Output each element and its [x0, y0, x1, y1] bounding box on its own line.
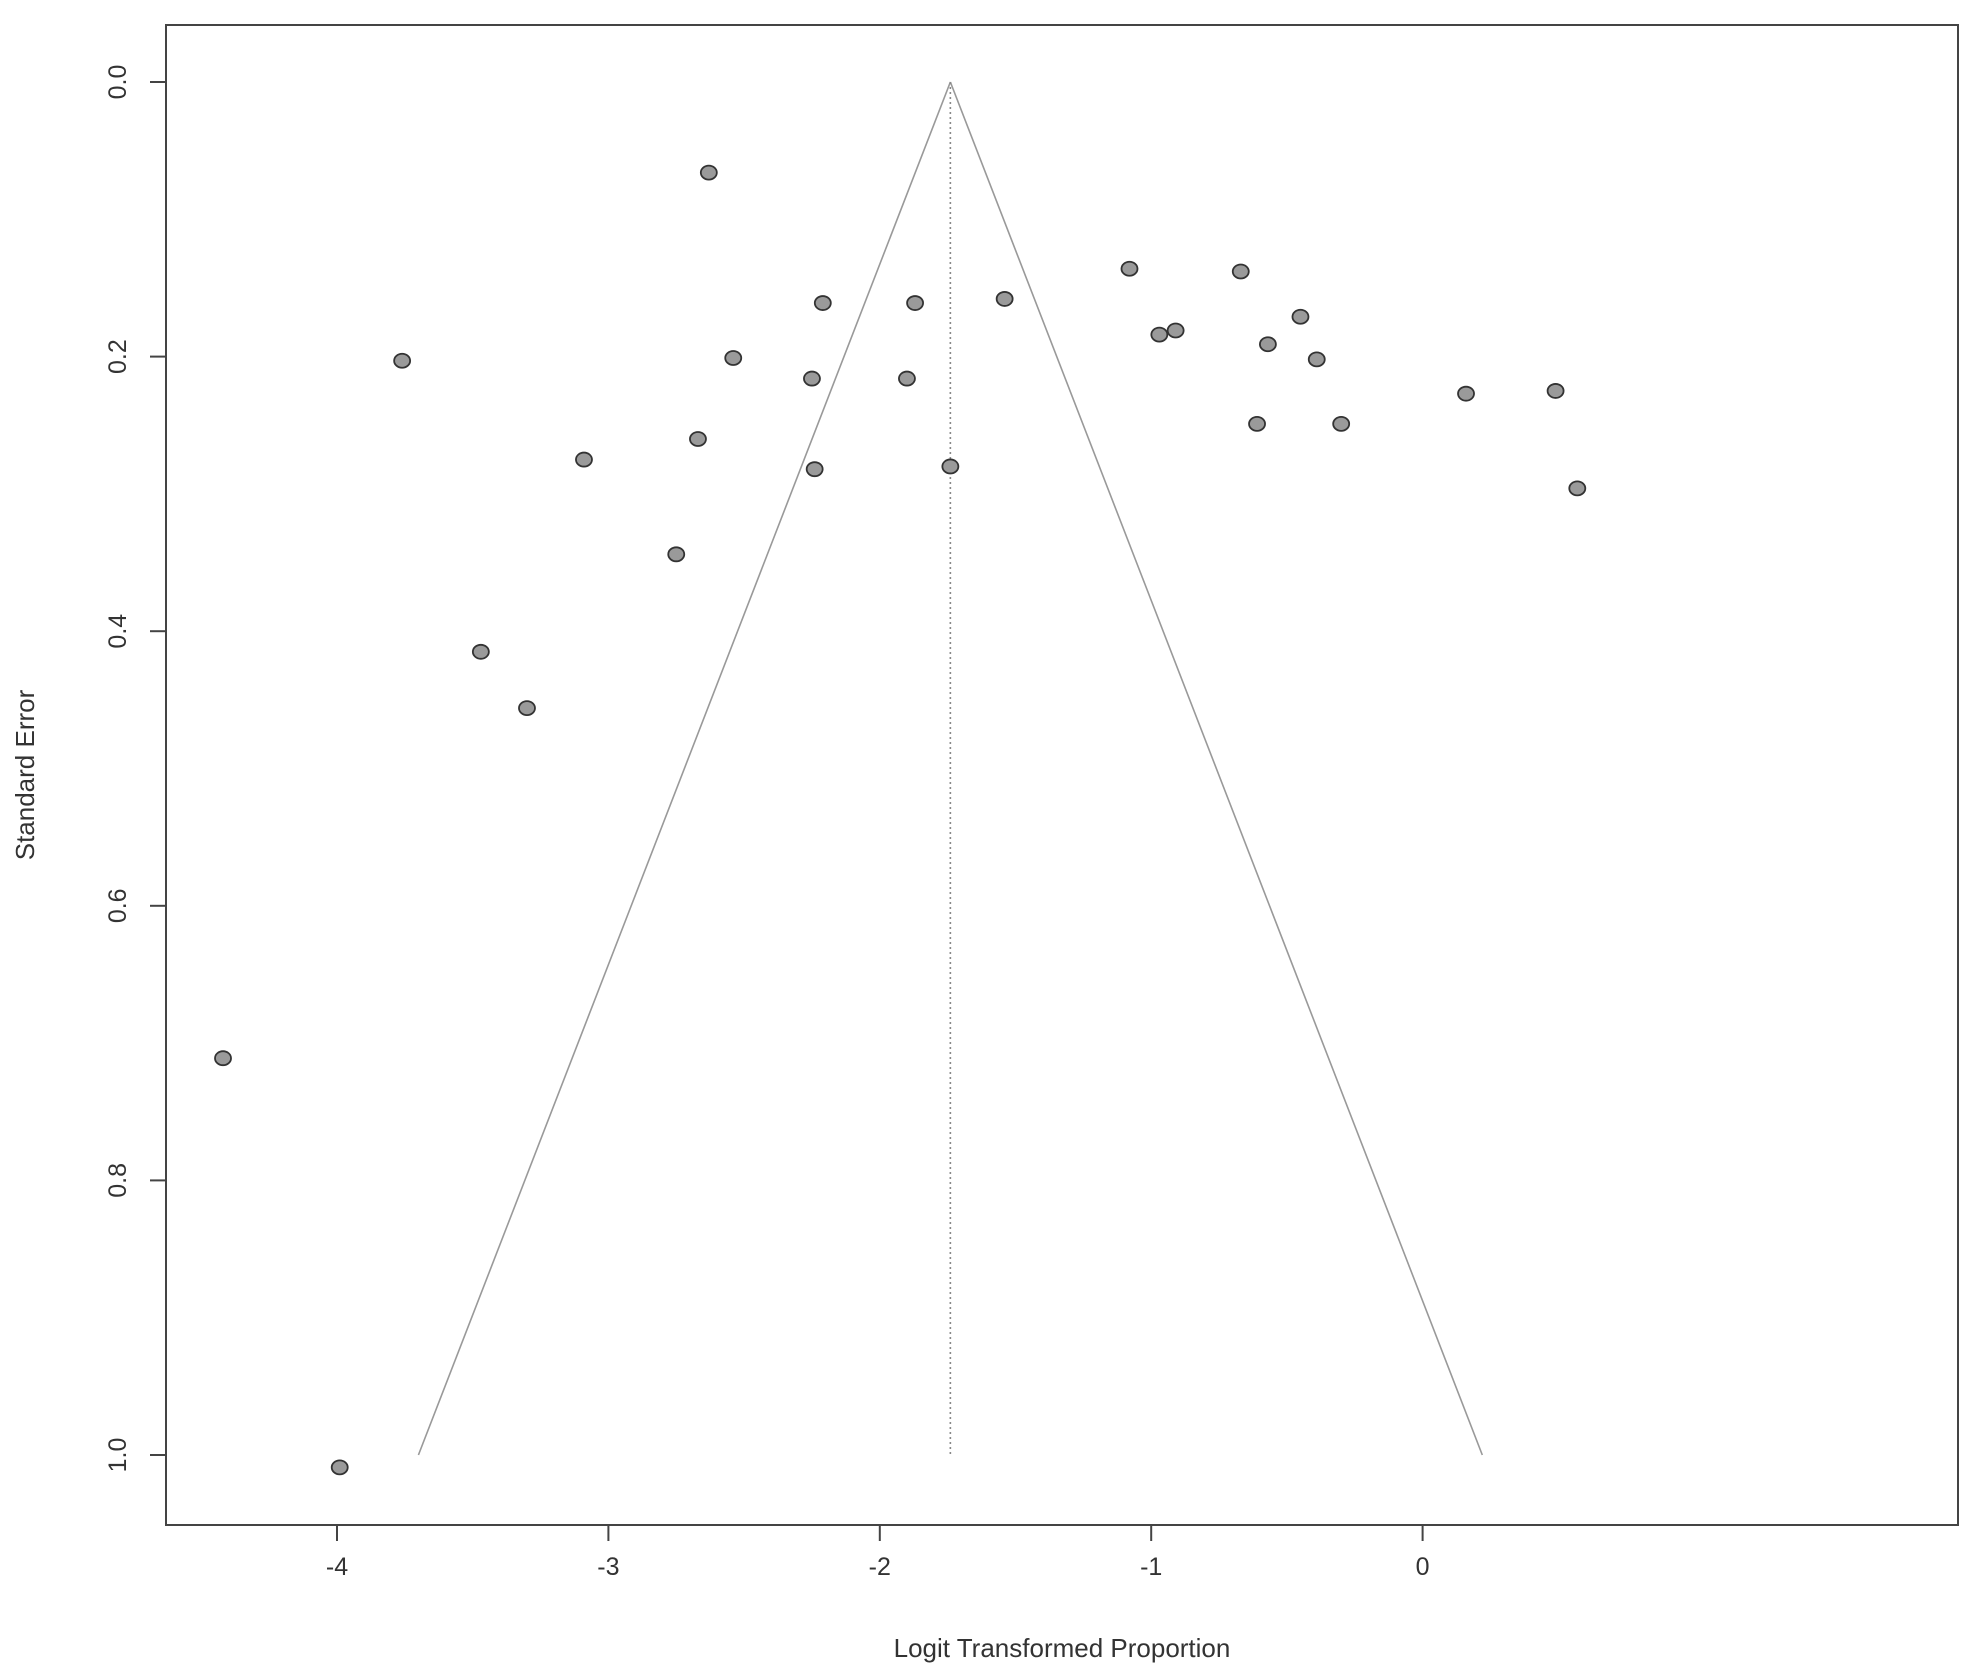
x-axis-label: Logit Transformed Proportion	[894, 1633, 1231, 1663]
y-tick-label: 0.6	[104, 888, 132, 923]
data-point	[393, 352, 412, 369]
data-point	[1307, 351, 1326, 368]
x-tick-label: -4	[326, 1553, 348, 1581]
data-point	[906, 295, 924, 311]
data-point	[1248, 415, 1266, 432]
data-point	[518, 700, 536, 716]
data-point	[995, 291, 1014, 307]
data-point	[1259, 336, 1277, 353]
data-point	[803, 370, 821, 387]
data-point	[330, 1459, 349, 1476]
x-tick-label: -1	[1140, 1553, 1162, 1581]
data-points	[214, 164, 1587, 1476]
funnel-left-line	[417, 81, 952, 1456]
data-point	[1291, 308, 1310, 325]
y-tick-label: 0.4	[104, 614, 132, 649]
data-point	[667, 546, 686, 563]
data-point	[689, 431, 707, 447]
x-axis: -4 -3 -2 -1 0	[326, 1524, 1430, 1581]
data-point	[941, 458, 960, 475]
data-point	[1150, 326, 1169, 343]
x-tick-label: 0	[1416, 1553, 1430, 1581]
data-point	[1120, 260, 1139, 277]
data-point	[1231, 263, 1250, 280]
y-tick-label: 1.0	[104, 1438, 132, 1473]
data-point	[214, 1050, 232, 1067]
y-tick-label: 0.0	[104, 65, 132, 100]
data-point	[471, 643, 490, 660]
y-tick-label: 0.8	[104, 1163, 132, 1198]
data-point	[898, 370, 916, 387]
data-point	[1332, 415, 1351, 432]
data-point	[699, 164, 718, 181]
y-axis-label: Standard Error	[10, 689, 40, 860]
funnel-lines	[417, 81, 1484, 1456]
plot-frame	[165, 24, 1959, 1526]
data-point	[724, 350, 743, 366]
data-point	[1546, 383, 1565, 399]
data-point	[805, 461, 824, 478]
x-tick-label: -3	[597, 1553, 619, 1581]
data-point	[813, 295, 832, 311]
data-point	[1166, 322, 1185, 339]
data-point	[1457, 385, 1475, 402]
x-tick-label: -2	[869, 1553, 891, 1581]
data-point	[575, 451, 593, 468]
y-axis: 0.0 0.2 0.4 0.6 0.8 1.0	[104, 65, 167, 1473]
data-point	[1568, 480, 1587, 497]
funnel-right-line	[949, 81, 1484, 1456]
y-tick-label: 0.2	[104, 339, 132, 374]
